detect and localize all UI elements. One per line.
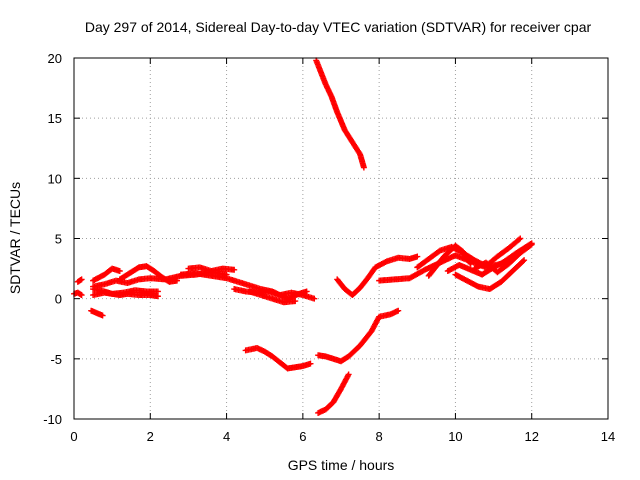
data-point xyxy=(78,292,85,299)
data-point xyxy=(345,371,352,378)
data-point xyxy=(414,253,421,260)
data-point xyxy=(173,277,180,284)
data-point xyxy=(395,307,402,314)
x-tick-label: 4 xyxy=(223,429,230,444)
y-tick-label: 20 xyxy=(48,51,62,66)
x-tick-label: 8 xyxy=(376,429,383,444)
grid xyxy=(74,58,608,419)
y-tick-label: 15 xyxy=(48,111,62,126)
x-tick-label: 2 xyxy=(147,429,154,444)
data-point xyxy=(467,260,474,267)
data-point xyxy=(78,276,85,283)
y-tick-label: 0 xyxy=(55,292,62,307)
data-point xyxy=(99,312,106,319)
x-axis-label: GPS time / hours xyxy=(288,457,395,473)
data-point xyxy=(517,235,524,242)
data-point xyxy=(231,266,238,273)
x-tick-label: 12 xyxy=(524,429,538,444)
trace-point xyxy=(516,236,523,243)
x-tick-label: 0 xyxy=(70,429,77,444)
data-point xyxy=(521,257,528,264)
data-point xyxy=(307,360,314,367)
y-tick-label: 5 xyxy=(55,232,62,247)
plot-area xyxy=(73,57,609,420)
trace-point xyxy=(466,259,473,266)
chart-title: Day 297 of 2014, Sidereal Day-to-day VTE… xyxy=(85,19,592,35)
x-tick-label: 6 xyxy=(299,429,306,444)
y-tick-label: -10 xyxy=(43,412,62,427)
data-point xyxy=(311,295,318,302)
x-tick-label: 14 xyxy=(601,429,615,444)
y-tick-label: -5 xyxy=(50,352,62,367)
y-axis-label: SDTVAR / TECUs xyxy=(7,182,23,294)
x-tick-label: 10 xyxy=(448,429,462,444)
data-point xyxy=(154,288,161,295)
axis-ticks: 0 2 4 6 8 10 12 14 -10 -5 0 5 10 15 20 xyxy=(43,51,615,444)
data-point xyxy=(292,298,299,305)
trace-point xyxy=(512,251,519,258)
trace-point xyxy=(527,242,534,249)
data-point xyxy=(360,164,367,171)
data-point xyxy=(116,267,123,274)
trace-point xyxy=(520,258,527,265)
y-tick-label: 10 xyxy=(48,171,62,186)
data-point xyxy=(528,241,535,248)
data-point xyxy=(513,251,520,258)
data-points xyxy=(71,57,535,416)
